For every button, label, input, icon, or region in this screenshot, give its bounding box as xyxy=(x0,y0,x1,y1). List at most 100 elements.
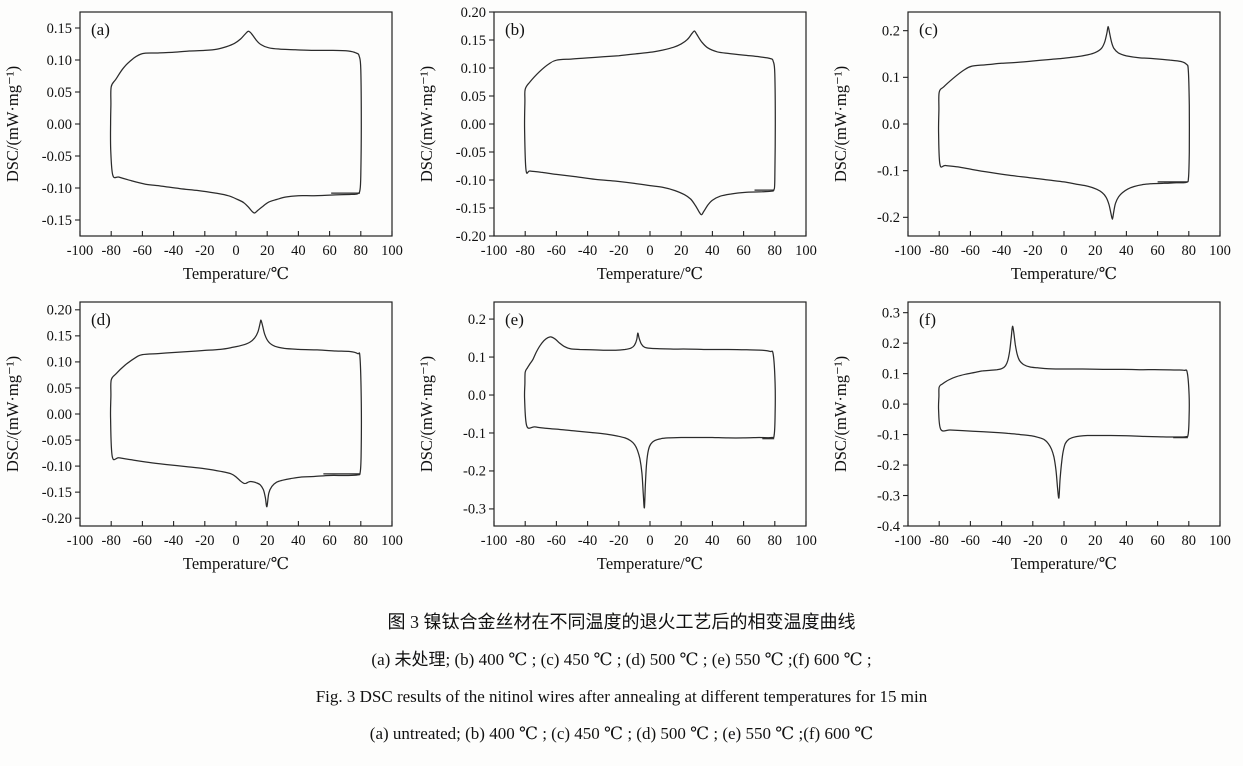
x-tick-label: 40 xyxy=(705,243,720,259)
x-tick-label: 60 xyxy=(322,243,337,259)
x-tick-label: -60 xyxy=(133,533,152,549)
x-tick-label: 60 xyxy=(1150,533,1165,549)
x-tick-label: 0 xyxy=(646,243,653,259)
y-tick-label: -0.10 xyxy=(456,173,486,189)
x-axis-label: Temperature/℃ xyxy=(1011,264,1117,283)
x-tick-label: -60 xyxy=(961,243,980,259)
dsc-chart-svg-a: -100 -80 -60 -40 -20 0 20 40 60 80 100 0.15 0.10 0.05… xyxy=(3,11,403,283)
x-tick-label: -100 xyxy=(895,243,922,259)
x-axis-label: Temperature/℃ xyxy=(183,264,289,283)
y-tick-label: 0.1 xyxy=(468,350,486,366)
x-tick-label: 60 xyxy=(1150,243,1165,259)
y-tick-label: 0.10 xyxy=(47,355,72,371)
dsc-plot-f: -100 -80 -60 -40 -20 0 20 40 60 80 100 0.3 0.2 0.1 0.0… xyxy=(828,290,1242,580)
y-tick-label: -0.1 xyxy=(463,426,486,442)
dsc-plot-c: -100 -80 -60 -40 -20 0 20 40 60 80 100 0.2 0.1 0.0 -0.… xyxy=(828,0,1242,290)
dsc-chart-svg-d: -100 -80 -60 -40 -20 0 20 40 60 80 100 0.20 0.15 0.10… xyxy=(3,301,403,573)
x-tick-label: 20 xyxy=(260,533,275,549)
x-tick-label: -100 xyxy=(67,243,94,259)
x-tick-label: 80 xyxy=(768,533,783,549)
plot-box xyxy=(493,11,807,237)
dsc-plot-b: -100 -80 -60 -40 -20 0 20 40 60 80 100 0.20 0.15 0.10… xyxy=(414,0,828,290)
x-tick-label: -100 xyxy=(481,243,508,259)
y-axis-label: DSC/(mW·mg⁻¹) xyxy=(417,66,436,182)
dsc-curve xyxy=(937,25,1190,220)
y-tick-label: 0.3 xyxy=(882,305,900,321)
x-tick-label: -20 xyxy=(609,243,628,259)
x-tick-label: 0 xyxy=(1060,243,1067,259)
x-tick-label: 20 xyxy=(674,243,689,259)
y-tick-label: -0.05 xyxy=(42,149,72,165)
y-tick-label: -0.10 xyxy=(42,459,72,475)
x-tick-label: 80 xyxy=(354,533,369,549)
x-axis-label: Temperature/℃ xyxy=(597,554,703,573)
y-tick-label: 0.15 xyxy=(47,21,72,37)
plot-box xyxy=(79,11,393,237)
x-tick-label: 0 xyxy=(232,533,239,549)
x-tick-label: -20 xyxy=(1023,533,1042,549)
x-tick-label: -100 xyxy=(481,533,508,549)
x-tick-label: 60 xyxy=(736,243,751,259)
panel-label: (c) xyxy=(919,20,938,39)
y-tick-label: 0.2 xyxy=(468,312,486,328)
y-tick-label: 0.0 xyxy=(468,388,486,404)
x-tick-label: 0 xyxy=(1060,533,1067,549)
x-tick-label: 40 xyxy=(291,533,306,549)
x-tick-label: 40 xyxy=(291,243,306,259)
x-tick-label: 80 xyxy=(1182,243,1197,259)
x-tick-label: 100 xyxy=(1209,243,1231,259)
dsc-curve xyxy=(523,30,776,216)
y-tick-label: -0.1 xyxy=(877,163,900,179)
x-tick-label: 60 xyxy=(322,533,337,549)
x-axis-label: Temperature/℃ xyxy=(183,554,289,573)
plot-box xyxy=(907,11,1221,237)
y-tick-label: 0.1 xyxy=(882,70,900,86)
y-axis-label: DSC/(mW·mg⁻¹) xyxy=(3,356,22,472)
y-tick-label: 0.20 xyxy=(47,303,72,319)
y-tick-label: -0.05 xyxy=(456,145,486,161)
dsc-plot-d: -100 -80 -60 -40 -20 0 20 40 60 80 100 0.20 0.15 0.10… xyxy=(0,290,414,580)
y-axis-label: DSC/(mW·mg⁻¹) xyxy=(417,356,436,472)
y-tick-label: -0.20 xyxy=(42,511,72,527)
dsc-curve xyxy=(523,332,776,509)
x-tick-label: -80 xyxy=(930,243,949,259)
y-tick-label: 0.10 xyxy=(47,53,72,69)
x-tick-label: 100 xyxy=(795,243,817,259)
y-tick-label: -0.10 xyxy=(42,181,72,197)
y-tick-label: -0.3 xyxy=(463,502,486,518)
x-tick-label: 40 xyxy=(705,533,720,549)
x-tick-label: 60 xyxy=(736,533,751,549)
x-tick-label: -40 xyxy=(992,533,1011,549)
x-tick-label: 0 xyxy=(646,533,653,549)
y-axis-label: DSC/(mW·mg⁻¹) xyxy=(831,356,850,472)
dsc-chart-svg-b: -100 -80 -60 -40 -20 0 20 40 60 80 100 0.20 0.15 0.10… xyxy=(417,5,817,283)
x-tick-label: -40 xyxy=(992,243,1011,259)
x-tick-label: -40 xyxy=(578,243,597,259)
x-tick-label: 100 xyxy=(795,533,817,549)
x-tick-label: -60 xyxy=(547,243,566,259)
x-tick-label: 80 xyxy=(768,243,783,259)
x-tick-label: 80 xyxy=(354,243,369,259)
dsc-chart-svg-f: -100 -80 -60 -40 -20 0 20 40 60 80 100 0.3 0.2 0.1 0.0… xyxy=(831,301,1231,573)
x-tick-label: -60 xyxy=(133,243,152,259)
x-tick-label: 100 xyxy=(381,533,403,549)
x-tick-label: -20 xyxy=(1023,243,1042,259)
panel-label: (d) xyxy=(91,310,111,329)
y-tick-label: -0.2 xyxy=(877,210,900,226)
y-tick-label: 0.0 xyxy=(882,397,900,413)
panel-label: (e) xyxy=(505,310,524,329)
x-tick-label: 80 xyxy=(1182,533,1197,549)
plot-grid: -100 -80 -60 -40 -20 0 20 40 60 80 100 0.15 0.10 0.05… xyxy=(0,0,1242,580)
caption-en-items: (a) untreated; (b) 400 ℃ ; (c) 450 ℃ ; (… xyxy=(369,724,874,743)
y-tick-label: 0.05 xyxy=(461,89,486,105)
y-tick-label: 0.05 xyxy=(47,381,72,397)
y-tick-label: 0.05 xyxy=(47,85,72,101)
dsc-chart-svg-e: -100 -80 -60 -40 -20 0 20 40 60 80 100 0.2 0.1 0.0 -0.… xyxy=(417,301,817,573)
y-tick-label: 0.2 xyxy=(882,23,900,39)
caption-en-title: Fig. 3 DSC results of the nitinol wires … xyxy=(315,687,928,706)
dsc-chart-svg-c: -100 -80 -60 -40 -20 0 20 40 60 80 100 0.2 0.1 0.0 -0.… xyxy=(831,11,1231,283)
x-tick-label: 20 xyxy=(1088,243,1103,259)
dsc-curve xyxy=(109,30,362,214)
y-tick-label: -0.1 xyxy=(877,427,900,443)
caption-zh-items: (a) 未处理; (b) 400 ℃ ; (c) 450 ℃ ; (d) 500… xyxy=(371,650,872,669)
